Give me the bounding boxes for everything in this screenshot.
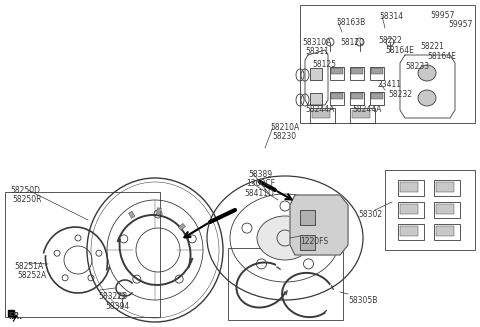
Bar [436,182,454,192]
Text: 1220FS: 1220FS [300,237,328,246]
Ellipse shape [418,65,436,81]
Bar [400,182,418,192]
Text: 58252A: 58252A [17,271,46,280]
Text: 58311: 58311 [305,47,329,56]
Bar [434,224,460,240]
Text: 58244A: 58244A [352,105,382,114]
Bar [156,208,161,214]
Text: 58314: 58314 [379,12,403,21]
Text: 58389: 58389 [248,170,272,179]
Bar [371,68,383,74]
Polygon shape [290,195,348,255]
Bar [351,93,363,99]
Text: 58221: 58221 [420,42,444,51]
Bar [398,202,424,218]
Bar [398,224,424,240]
Text: 58120: 58120 [340,38,364,47]
Bar [434,202,460,218]
Bar [371,93,383,99]
Bar [312,110,330,118]
Bar [385,170,475,250]
Bar [350,108,375,123]
Text: 58310A: 58310A [302,38,331,47]
Bar [331,93,343,99]
Text: 58232: 58232 [388,90,412,99]
Bar [300,210,315,225]
Bar [436,226,454,236]
Bar [228,248,343,320]
Text: 58210A: 58210A [270,123,299,132]
Text: 58230: 58230 [272,132,296,141]
Bar [129,211,135,218]
Text: 59957: 59957 [448,20,472,29]
Text: 58411D: 58411D [244,189,274,198]
Bar [179,223,185,230]
Bar [330,92,344,105]
Text: 58322B: 58322B [98,292,127,301]
Text: 58163B: 58163B [336,18,365,27]
Text: FR.: FR. [8,312,22,321]
Bar [400,204,418,214]
Text: 58394: 58394 [105,302,129,311]
Bar [400,226,418,236]
Bar [370,92,384,105]
Text: 23411: 23411 [378,80,402,89]
Text: 58125: 58125 [312,60,336,69]
Text: 1360CF: 1360CF [246,179,275,188]
Bar [310,68,322,80]
Bar [300,5,475,123]
Ellipse shape [257,216,313,260]
Bar [331,68,343,74]
Bar [300,235,315,250]
Text: 58222: 58222 [378,36,402,45]
Bar [330,67,344,80]
Polygon shape [8,310,14,316]
Bar [5,192,160,317]
Bar [436,204,454,214]
Text: 58305B: 58305B [348,296,377,305]
Bar [350,67,364,80]
Bar [310,93,322,105]
Text: 58164E: 58164E [427,52,456,61]
Bar [398,180,424,196]
Text: 59957: 59957 [430,11,455,20]
Ellipse shape [418,90,436,106]
Text: 58233: 58233 [405,62,429,71]
Bar [370,67,384,80]
Bar [310,108,335,123]
Text: 58164E: 58164E [385,46,414,55]
Bar [350,92,364,105]
Text: 58250R: 58250R [12,195,41,204]
Bar [351,68,363,74]
Bar [434,180,460,196]
Text: 58251A: 58251A [14,262,43,271]
Text: 58250D: 58250D [10,186,40,195]
Text: 58244A: 58244A [305,105,335,114]
Text: 58302: 58302 [358,210,382,219]
Bar [352,110,370,118]
